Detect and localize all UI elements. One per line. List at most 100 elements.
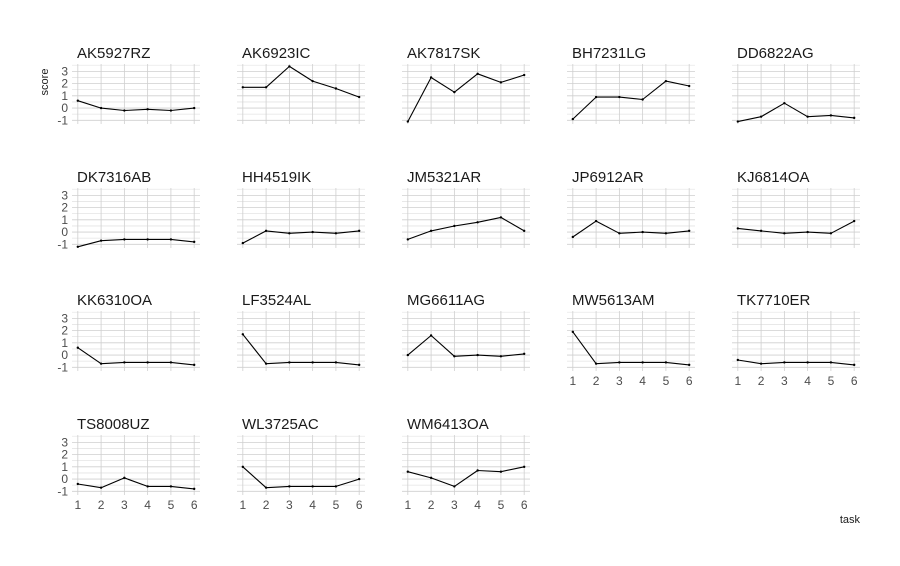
data-point — [664, 361, 668, 364]
data-point — [736, 227, 740, 230]
data-point — [146, 485, 149, 488]
facet-title: AK6923IC — [242, 45, 311, 62]
data-point — [783, 101, 786, 105]
x-tick-label: 1 — [569, 374, 576, 388]
data-point — [169, 485, 173, 488]
data-point — [664, 79, 668, 83]
series-line — [77, 347, 195, 366]
data-point — [241, 465, 245, 469]
facet-panel: AK7817SK — [402, 45, 530, 124]
series-line — [77, 100, 195, 112]
x-tick-label: 2 — [263, 498, 270, 512]
data-point — [571, 235, 575, 239]
series-line — [242, 65, 360, 98]
data-point — [334, 361, 338, 364]
data-point — [852, 116, 856, 120]
data-point — [169, 238, 173, 241]
x-tick-label: 2 — [428, 498, 435, 512]
data-point — [806, 115, 809, 118]
data-point — [852, 219, 856, 223]
data-point — [783, 361, 786, 364]
data-point — [499, 216, 503, 219]
data-point — [264, 86, 268, 89]
data-point — [76, 482, 80, 486]
x-tick-label: 4 — [474, 498, 481, 512]
facet-panel: JM5321AR — [402, 169, 530, 248]
y-tick-label: 3 — [61, 311, 68, 325]
data-point — [571, 330, 575, 334]
x-tick-label: 5 — [168, 498, 175, 512]
data-point — [429, 229, 433, 233]
data-point — [406, 470, 410, 473]
series-line — [737, 359, 855, 366]
data-point — [334, 87, 338, 90]
data-point — [476, 353, 479, 357]
facet-title: DD6822AG — [737, 45, 814, 62]
facet-panel: TK7710ER 1 2 3 4 5 6 — [732, 292, 860, 388]
data-point — [736, 358, 740, 362]
facet-title: TK7710ER — [737, 292, 811, 309]
data-point — [169, 361, 173, 364]
data-point — [641, 230, 644, 234]
series-line — [242, 466, 360, 489]
y-tick-label: -1 — [57, 113, 68, 127]
data-point — [687, 363, 691, 367]
y-axis-title: score — [39, 69, 51, 96]
facet-panel: JP6912AR — [567, 169, 695, 248]
data-point — [687, 229, 691, 233]
data-point — [453, 90, 456, 94]
y-tick-label: 2 — [61, 448, 68, 462]
y-tick-label: 0 — [61, 348, 68, 362]
data-point — [123, 361, 126, 364]
x-tick-label: 6 — [521, 498, 528, 512]
data-point — [357, 229, 361, 233]
series-line — [572, 80, 690, 120]
facet-title: MG6611AG — [407, 292, 485, 309]
data-point — [192, 487, 196, 491]
data-point — [759, 115, 763, 118]
y-tick-label: -1 — [57, 237, 68, 251]
data-point — [146, 108, 149, 111]
data-point — [429, 334, 433, 337]
data-point — [664, 232, 668, 235]
y-tick-label: 1 — [61, 336, 68, 350]
data-point — [123, 476, 126, 480]
data-point — [618, 232, 621, 235]
facet-panel: AK6923IC — [237, 45, 365, 124]
y-tick-label: 2 — [61, 201, 68, 215]
data-point — [76, 99, 80, 102]
series-line — [242, 230, 360, 244]
data-point — [571, 117, 575, 121]
y-tick-label: 2 — [61, 324, 68, 338]
x-tick-label: 1 — [74, 498, 81, 512]
data-point — [99, 239, 103, 242]
facet-title: JP6912AR — [572, 169, 644, 186]
data-point — [499, 81, 503, 84]
data-point — [759, 362, 763, 365]
data-point — [806, 361, 809, 364]
facet-title: JM5321AR — [407, 169, 481, 186]
data-point — [123, 238, 126, 241]
data-point — [288, 361, 291, 364]
facet-title: DK7316AB — [77, 169, 151, 186]
data-point — [99, 362, 103, 365]
data-point — [357, 95, 361, 99]
series-line — [407, 216, 525, 240]
data-point — [476, 221, 479, 224]
facet-title: TS8008UZ — [77, 416, 150, 433]
data-point — [522, 465, 526, 469]
facet-panel: WM6413OA 1 2 3 4 5 6 — [402, 416, 530, 512]
x-tick-label: 5 — [663, 374, 670, 388]
x-tick-label: 4 — [804, 374, 811, 388]
data-point — [618, 361, 621, 364]
x-tick-label: 3 — [616, 374, 623, 388]
data-point — [264, 486, 268, 489]
data-point — [406, 353, 410, 357]
series-line — [737, 102, 855, 123]
x-tick-label: 5 — [498, 498, 505, 512]
data-point — [641, 98, 644, 101]
series-line — [407, 334, 525, 357]
